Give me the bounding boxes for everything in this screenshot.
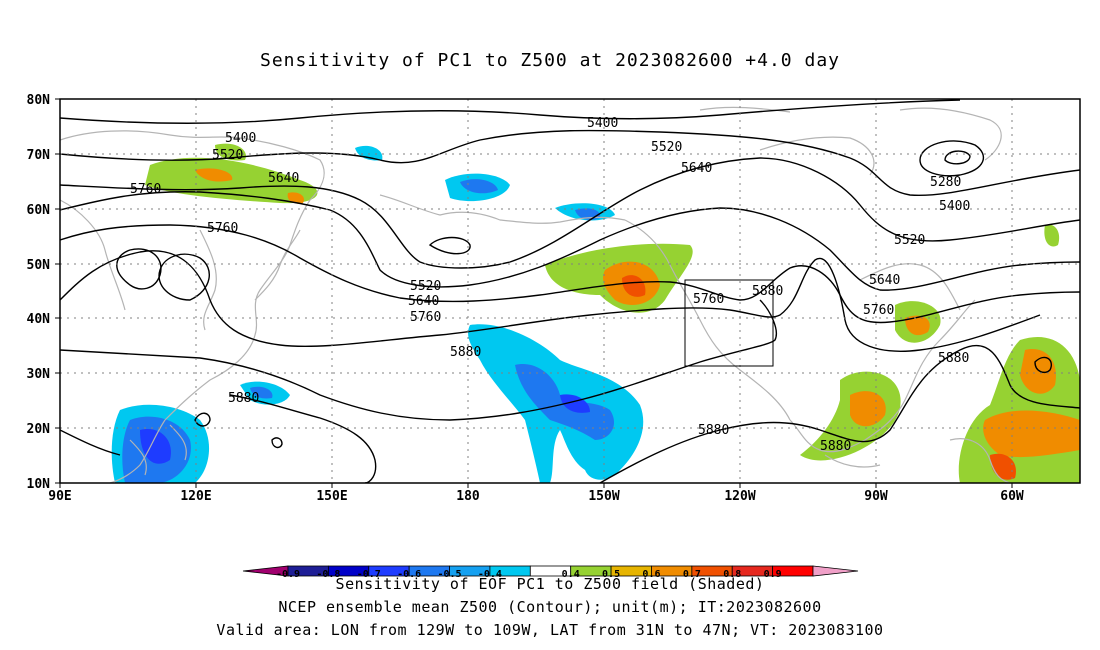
contour-label: 5760 <box>130 182 161 197</box>
colorbar-max-triangle <box>812 565 859 577</box>
negative-sensitivity-shading <box>111 145 644 483</box>
contour-label: 5520 <box>212 148 243 163</box>
contour-label: 5880 <box>450 345 481 360</box>
caption-valid-area: Valid area: LON from 129W to 109W, LAT f… <box>216 621 884 639</box>
lat-label-70n: 70N <box>27 148 51 163</box>
contour-label: 5760 <box>207 221 238 236</box>
lon-label-60w: 60W <box>1000 489 1024 504</box>
colorbar-tick-label: -0.9 <box>276 569 300 580</box>
contour-label: 5400 <box>939 199 970 214</box>
lon-label-120w: 120W <box>724 489 755 504</box>
lon-label-150e: 150E <box>316 489 347 504</box>
contour-label: 5760 <box>410 310 441 325</box>
colorbar-tick-label: 0.4 <box>562 569 580 580</box>
contour-label: 5880 <box>752 284 783 299</box>
contour-label: 5880 <box>820 439 851 454</box>
lon-label-120e: 120E <box>180 489 211 504</box>
lon-label-180: 180 <box>456 489 480 504</box>
latitude-labels: 80N 70N 60N 50N 40N 30N 20N 10N <box>27 93 51 492</box>
caption-ensemble: NCEP ensemble mean Z500 (Contour); unit(… <box>278 598 822 616</box>
contour-label: 5640 <box>681 161 712 176</box>
contour-label: 5760 <box>693 292 724 307</box>
lat-lon-grid <box>60 99 1080 483</box>
lat-label-60n: 60N <box>27 203 51 218</box>
contour-label: 5520 <box>651 140 682 155</box>
lon-label-90e: 90E <box>48 489 71 504</box>
lon-label-90w: 90W <box>864 489 888 504</box>
longitude-labels: 90E 120E 150E 180 150W 120W 90W 60W <box>48 489 1024 504</box>
contour-label: 5640 <box>268 171 299 186</box>
colorbar-tick-label: -0.4 <box>478 569 502 580</box>
contour-label: 5640 <box>408 294 439 309</box>
contour-label: 5760 <box>863 303 894 318</box>
coastlines <box>60 106 1011 483</box>
axis-ticks <box>55 98 1013 488</box>
contour-label: 5400 <box>225 131 256 146</box>
lat-label-20n: 20N <box>27 422 51 437</box>
colorbar-tick-label: 0.9 <box>764 569 782 580</box>
colorbar-tick-label: 0.7 <box>683 569 701 580</box>
colorbar-tick-label: 0.8 <box>723 569 741 580</box>
lat-label-10n: 10N <box>27 477 51 492</box>
contour-labels: 5400 5520 5640 5760 5760 5400 5520 5640 … <box>130 116 970 454</box>
colorbar-boxes <box>242 565 859 577</box>
colorbar-tick-label: -0.7 <box>357 569 381 580</box>
contour-label: 5880 <box>228 391 259 406</box>
lat-label-50n: 50N <box>27 258 51 273</box>
valid-area-box <box>684 279 774 367</box>
colorbar-tick-label: 0.6 <box>642 569 660 580</box>
colorbar: -0.9 -0.8 -0.7 -0.6 -0.5 -0.4 0.4 0.5 0.6 0.7 0.8 0… <box>242 565 859 580</box>
contour-label: 5880 <box>938 351 969 366</box>
colorbar-ticks: -0.9 -0.8 -0.7 -0.6 -0.5 -0.4 0.4 0.5 0.6 0.7 0.8 0… <box>276 569 782 580</box>
colorbar-tick-label: -0.6 <box>397 569 421 580</box>
contour-label: 5640 <box>869 273 900 288</box>
contour-label: 5880 <box>698 423 729 438</box>
colorbar-tick-label: -0.8 <box>316 569 340 580</box>
lat-label-80n: 80N <box>27 93 51 108</box>
map-plot: 5400 5520 5640 5760 5760 5400 5520 5640 … <box>27 93 1081 504</box>
caption-sensitivity: Sensitivity of EOF PC1 to Z500 field (Sh… <box>335 575 765 593</box>
contour-label: 5520 <box>410 279 441 294</box>
contour-label: 5520 <box>894 233 925 248</box>
colorbar-tick-label: -0.5 <box>437 569 461 580</box>
contour-label: 5400 <box>587 116 618 131</box>
colorbar-tick-label: 0.5 <box>602 569 620 580</box>
lat-label-30n: 30N <box>27 367 51 382</box>
lon-label-150w: 150W <box>588 489 619 504</box>
contour-label: 5280 <box>930 175 961 190</box>
z500-contours <box>60 99 1080 483</box>
chart-title: Sensitivity of PC1 to Z500 at 2023082600… <box>259 50 840 71</box>
plot-frame <box>59 98 1081 484</box>
lat-label-40n: 40N <box>27 312 51 327</box>
